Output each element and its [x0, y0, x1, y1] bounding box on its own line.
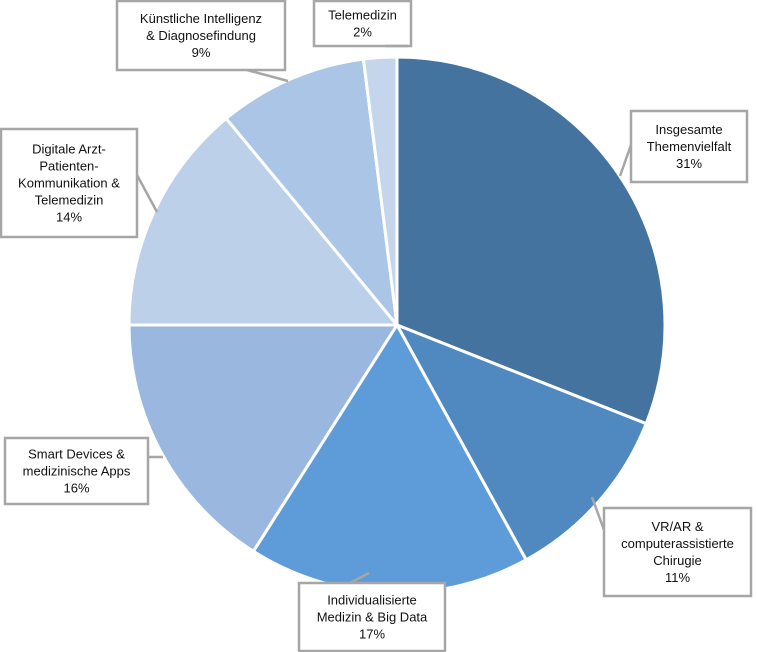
data-label-text: & Diagnosefindung	[146, 28, 256, 43]
pie-slice-insgesamte-themenvielfalt	[395, 55, 667, 426]
data-label-text: Medizin & Big Data	[317, 610, 428, 625]
data-label-smart-devices-medizinische-apps: Smart Devices & medizinische Apps 16%	[3, 436, 163, 506]
pie-slices	[127, 55, 667, 595]
data-label-telemedizin: Telemedizin 2%	[312, 0, 413, 48]
data-label-leader	[618, 144, 633, 177]
pie-slice-telemedizin	[361, 55, 399, 327]
data-label-box	[297, 581, 447, 652]
data-label-kunstliche-intelligenz-diagnosefindung: Künstliche Intelligenz & Diagnosefindung 9…	[115, 0, 289, 83]
pie-slice-digitale-arzt-patienten-kommunikation-telemedizin	[127, 117, 399, 327]
data-label-box	[602, 506, 753, 598]
data-label-text: Kommunikation &	[18, 176, 120, 191]
data-label-value: 9%	[192, 45, 211, 60]
data-label-digitale-arzt-patienten-kommunikation-telemedizin: Digitale Arzt- Patienten- Kommunikation & T…	[0, 127, 159, 239]
data-label-text: medizinische Apps	[23, 464, 131, 479]
pie-slice-kunstliche-intelligenz-diagnosefindung	[224, 57, 399, 327]
data-label-text: Insgesamte	[655, 122, 722, 137]
data-label-individualisierte-medizin-big-data: Individualisierte Medizin & Big Data 17%	[297, 571, 447, 652]
data-label-value: 31%	[676, 156, 702, 171]
data-label-insgesamte-themenvielfalt: Insgesamte Themenvielfalt 31%	[618, 109, 749, 184]
data-label-text: Patienten-	[39, 159, 98, 174]
data-label-box	[115, 0, 287, 72]
data-label-value: 11%	[665, 570, 690, 585]
data-label-leader	[349, 571, 370, 585]
data-label-text: Künstliche Intelligenz	[140, 11, 262, 26]
data-label-text: VR/AR &	[651, 519, 703, 534]
data-label-text: Themenvielfalt	[647, 139, 732, 154]
data-label-text: Telemedizin	[35, 193, 104, 208]
data-label-value: 17%	[359, 627, 385, 642]
pie-slice-vr-ar-computerassistierte-chirugie	[395, 323, 648, 562]
data-label-vr-ar-computerassistierte-chirugie: VR/AR & computerassistierte Chirugie 11%	[590, 496, 753, 598]
data-label-leader	[246, 68, 289, 83]
data-label-text: Individualisierte	[327, 593, 417, 608]
data-label-value: 2%	[353, 25, 372, 40]
data-label-text: computerassistierte	[621, 536, 734, 551]
data-label-value: 14%	[56, 210, 82, 225]
data-label-leader	[590, 496, 606, 531]
data-label-box	[3, 436, 150, 506]
data-label-value: 16%	[63, 481, 89, 496]
pie-slice-smart-devices-medizinische-apps	[127, 323, 399, 553]
data-label-text: Digitale Arzt-	[32, 142, 106, 157]
data-label-text: Telemedizin	[328, 8, 397, 23]
data-label-text: Chirugie	[653, 553, 701, 568]
data-label-box	[629, 109, 749, 184]
data-label-text: Smart Devices &	[28, 447, 125, 462]
data-label-box	[312, 0, 413, 48]
data-label-box	[0, 127, 139, 239]
data-label-leader	[135, 174, 159, 213]
